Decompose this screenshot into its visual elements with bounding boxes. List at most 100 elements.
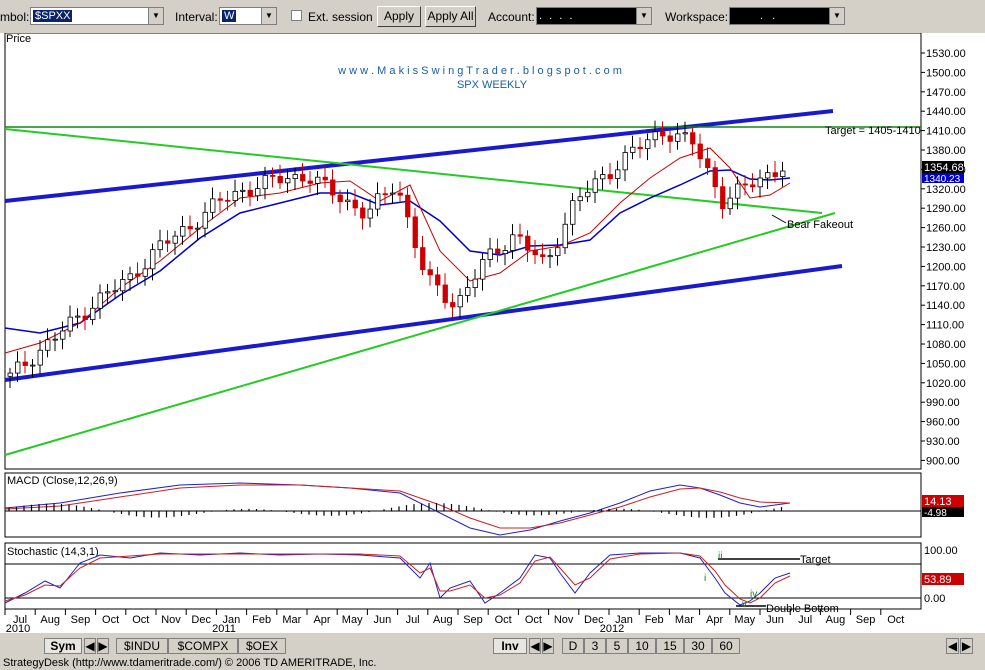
candle-body: [697, 143, 703, 160]
price-tick-label: 900.00: [926, 455, 960, 467]
price-panel: [4, 32, 922, 470]
symbol-combo[interactable]: $SPXX ▼: [30, 7, 164, 25]
ext-session-label: Ext. session: [308, 10, 373, 24]
candle-body: [592, 178, 598, 193]
wave-ii-label: ii: [718, 551, 722, 562]
candle-body: [187, 226, 193, 230]
inv-prev-arrow-icon[interactable]: ◀: [529, 638, 541, 654]
workspace-value: . .: [760, 10, 779, 22]
candle-body: [232, 190, 238, 201]
symbol-value: $SPXX: [33, 10, 73, 22]
candle-body: [667, 135, 673, 142]
wave-iv-label: iv: [750, 589, 757, 600]
candle-body: [510, 234, 516, 251]
candle-body: [720, 186, 726, 210]
macd-hist-value-box: [922, 507, 964, 517]
watermark-text: w w w . M a k i s S w i n g T r a d e r …: [337, 65, 622, 77]
chart-area[interactable]: 1530.00 1500.00 1470.00 1440.00 1410.00 1380.…: [0, 32, 985, 635]
candle-body: [60, 330, 66, 340]
candle-body: [480, 259, 486, 280]
interval-tab-3[interactable]: 3: [584, 638, 606, 654]
workspace-combo[interactable]: . . ▼: [729, 7, 845, 25]
candle-body: [390, 192, 396, 195]
macd-line: [4, 482, 791, 536]
candle-body: [270, 175, 276, 177]
macd-histogram: [8, 503, 783, 518]
interval-tab-10[interactable]: 10: [628, 638, 656, 654]
tab-indu[interactable]: $INDU: [116, 638, 168, 654]
inv-tab[interactable]: Inv: [493, 638, 527, 654]
toolbar: mbol: $SPXX ▼ Interval: W ▼ Ext. session…: [0, 0, 985, 33]
apply-all-button[interactable]: Apply All: [425, 6, 476, 27]
year-tick-label: 2011: [212, 623, 236, 633]
interval-combo[interactable]: W ▼: [219, 7, 277, 25]
tab-oex[interactable]: $OEX: [238, 638, 286, 654]
stoch-target-label: Target: [800, 554, 831, 566]
bottom-tab-bar: Sym ◀ ▶ $INDU $COMPX $OEX Inv ◀ ▶ D 3 5 …: [0, 636, 985, 656]
candle-body: [735, 183, 741, 199]
scroll-end-left-icon[interactable]: ◀: [946, 638, 959, 654]
price-tick-label: 1500.00: [926, 67, 966, 79]
month-tick-label: Jul: [13, 614, 27, 626]
candle-body: [727, 197, 733, 210]
bear-fakeout-pointer: [771, 214, 787, 224]
candle-body: [562, 223, 568, 249]
candle-body: [90, 307, 96, 320]
macd-hist-value: -4.98: [924, 508, 947, 519]
sym-tab[interactable]: Sym: [44, 638, 82, 654]
chevron-down-icon[interactable]: ▼: [636, 8, 651, 24]
price-chart[interactable]: 1530.00 1500.00 1470.00 1440.00 1410.00 1380.…: [0, 32, 985, 635]
macd-value-box: [922, 495, 964, 507]
stoch-value-box: [922, 573, 964, 585]
upper-blue-channel-line: [4, 109, 834, 203]
interval-tab-d[interactable]: D: [562, 638, 584, 654]
price-tick-label: 1530.00: [926, 48, 966, 60]
tab-compx[interactable]: $COMPX: [168, 638, 238, 654]
candle-body: [517, 234, 523, 237]
candle-body: [172, 235, 178, 244]
account-combo[interactable]: . . . . ▼: [536, 7, 652, 25]
scroll-end-right-icon[interactable]: ▶: [960, 638, 973, 654]
candlestick-series: [7, 120, 786, 388]
macd-value: 14.13: [924, 496, 952, 508]
month-tick-label: May: [342, 614, 363, 626]
candle-body: [397, 192, 403, 196]
chevron-down-icon[interactable]: ▼: [829, 8, 844, 24]
interval-tab-60[interactable]: 60: [712, 638, 740, 654]
green-uptrend-line: [4, 212, 836, 456]
interval-label: Interval:: [175, 10, 218, 24]
price-tick-label: 1020.00: [926, 378, 966, 390]
chevron-down-icon[interactable]: ▼: [148, 8, 163, 24]
candle-body: [750, 184, 756, 188]
candle-body: [277, 175, 283, 184]
candle-body: [225, 199, 231, 202]
candle-body: [622, 152, 628, 171]
apply-button[interactable]: Apply: [377, 6, 421, 27]
sym-prev-arrow-icon[interactable]: ◀: [84, 638, 96, 654]
candle-body: [7, 372, 13, 377]
candle-body: [337, 194, 343, 203]
ma-value: 1340.23: [924, 174, 961, 185]
chevron-down-icon[interactable]: ▼: [261, 8, 276, 24]
stoch-tick-100: 100.00: [924, 545, 958, 557]
candle-body: [210, 198, 216, 213]
candle-body: [22, 361, 28, 366]
ext-session-checkbox[interactable]: [291, 10, 302, 21]
interval-tab-15[interactable]: 15: [656, 638, 684, 654]
sym-next-arrow-icon[interactable]: ▶: [97, 638, 109, 654]
inv-next-arrow-icon[interactable]: ▶: [542, 638, 554, 654]
interval-value: W: [222, 10, 237, 22]
price-tick-label: 1230.00: [926, 242, 966, 254]
year-tick-label: 2010: [6, 623, 30, 633]
stoch-d-line: [4, 552, 791, 604]
price-tick-label: 930.00: [926, 436, 960, 448]
candle-body: [300, 174, 306, 182]
candle-body: [285, 178, 291, 184]
last-price-box: [922, 161, 964, 173]
candle-body: [360, 207, 366, 219]
interval-tab-30[interactable]: 30: [684, 638, 712, 654]
interval-tab-5[interactable]: 5: [606, 638, 628, 654]
green-downtrend-line: [4, 128, 823, 214]
candle-body: [195, 227, 201, 230]
month-tick-label: Aug: [826, 614, 846, 626]
